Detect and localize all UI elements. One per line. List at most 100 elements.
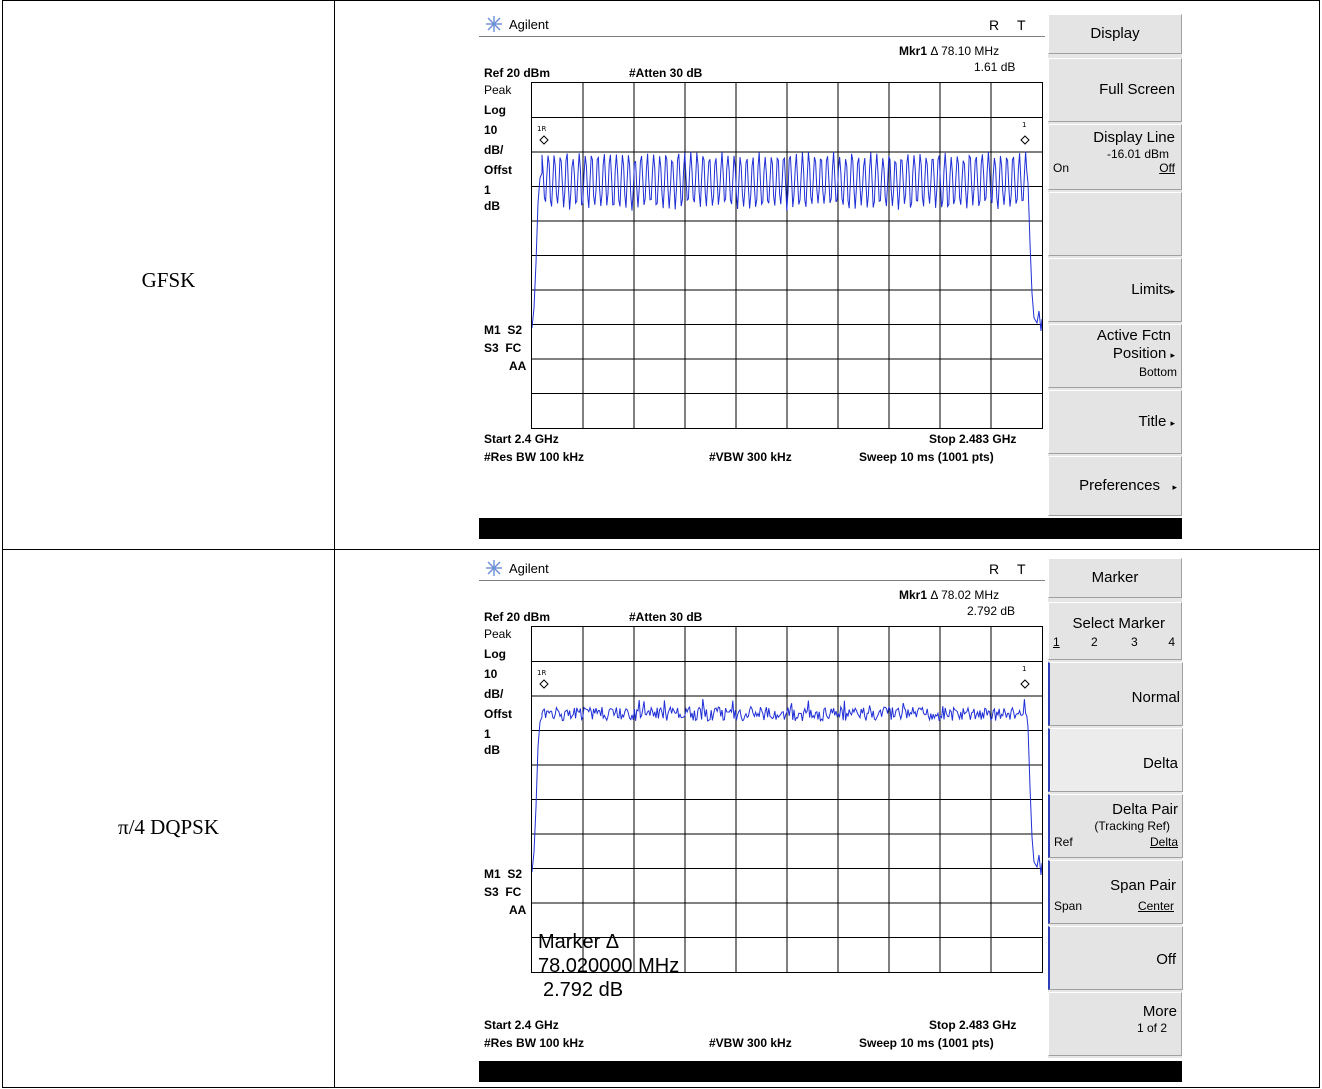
- limits-button[interactable]: Limits▸: [1048, 258, 1182, 322]
- table-border-left: [2, 0, 3, 1088]
- ref-level: Ref 20 dBm: [484, 610, 551, 624]
- marker-diamond: [1020, 679, 1030, 689]
- modulation-label-dqpsk: π/4 DQPSK: [117, 815, 220, 839]
- table-border-bottom: [2, 1087, 1320, 1088]
- side-label: 1: [484, 183, 491, 197]
- side-label: 1: [484, 727, 491, 741]
- sweep: Sweep 10 ms (1001 pts): [859, 450, 994, 464]
- status-r: R: [989, 561, 1000, 577]
- arrow-right-icon: ▸: [1170, 286, 1175, 296]
- marker-4-option[interactable]: 4: [1168, 635, 1175, 649]
- active-fctn-position-button[interactable]: Active Fctn Position ▸ Bottom: [1048, 324, 1182, 388]
- spectrum-analyzer-gfsk: Agilent R T Mkr1 Δ 78.10 MHz 1.61 dB Ref…: [479, 14, 1182, 542]
- title-button[interactable]: Title ▸: [1048, 390, 1182, 454]
- softkey-panel: Marker Select Marker 1 2 3 4 Normal Delt…: [1048, 558, 1183, 1058]
- marker-value: 2.792 dB: [967, 604, 1016, 618]
- status-bar: [479, 1061, 1182, 1082]
- delta-pair-button[interactable]: Delta Pair (Tracking Ref) Ref Delta: [1048, 794, 1183, 858]
- marker-overlay-title: Marker Δ: [538, 931, 620, 953]
- start-freq: Start 2.4 GHz: [484, 432, 559, 446]
- flag: M1 S2: [484, 867, 523, 881]
- table-border-mid: [2, 549, 1320, 550]
- title-bar: Agilent R T: [479, 14, 1045, 37]
- marker-readout: Mkr1 Δ 78.02 MHz: [899, 588, 1000, 602]
- table-border-col: [334, 0, 335, 1088]
- stop-freq: Stop 2.483 GHz: [929, 1018, 1017, 1032]
- flag: S3 FC: [484, 885, 522, 899]
- ref-level: Ref 20 dBm: [484, 66, 551, 80]
- res-bw: #Res BW 100 kHz: [484, 1036, 585, 1050]
- marker-value: 1.61 dB: [974, 60, 1016, 74]
- sweep: Sweep 10 ms (1001 pts): [859, 1036, 994, 1050]
- delta-button[interactable]: Delta: [1048, 728, 1183, 792]
- brand-name: Agilent: [509, 17, 549, 32]
- start-freq: Start 2.4 GHz: [484, 1018, 559, 1032]
- spectrum-trace: [532, 151, 1042, 332]
- side-label: Offst: [484, 163, 512, 177]
- marker-readout: Mkr1 Δ 78.10 MHz: [899, 44, 1000, 58]
- full-screen-button[interactable]: Full Screen: [1048, 58, 1182, 122]
- agilent-logo-icon: [486, 16, 502, 32]
- span-pair-button[interactable]: Span Pair Span Center: [1048, 860, 1183, 924]
- marker-label: 1: [1022, 121, 1026, 129]
- attenuation: #Atten 30 dB: [629, 610, 703, 624]
- status-r: R: [989, 17, 1000, 33]
- side-label: Peak: [484, 83, 512, 97]
- table-border-top: [2, 0, 1320, 1]
- side-label: 10: [484, 123, 498, 137]
- side-label: dB: [484, 199, 500, 213]
- status-bar: [479, 518, 1182, 539]
- softkey-panel: Display Full Screen Display Line -16.01 …: [1048, 14, 1182, 516]
- status-t: T: [1017, 561, 1026, 577]
- side-label: dB/: [484, 687, 504, 701]
- marker-label: 1: [1022, 665, 1026, 673]
- trace-svg: 1R 1: [532, 627, 1042, 972]
- table-border-right: [1319, 0, 1320, 1088]
- modulation-label-gfsk: GFSK: [141, 268, 196, 292]
- side-label: Log: [484, 647, 506, 661]
- marker-diamond: [1020, 135, 1030, 145]
- vbw: #VBW 300 kHz: [709, 1036, 792, 1050]
- title-bar: Agilent R T: [479, 558, 1045, 581]
- arrow-right-icon: ▸: [1170, 350, 1175, 360]
- arrow-right-icon: ▸: [1170, 418, 1175, 428]
- more-button[interactable]: More 1 of 2: [1048, 992, 1182, 1056]
- side-label: dB: [484, 743, 500, 757]
- flag: M1 S2: [484, 323, 523, 337]
- marker-3-option[interactable]: 3: [1131, 635, 1138, 649]
- spectrum-trace: [532, 698, 1042, 876]
- agilent-logo-icon: [486, 560, 502, 576]
- marker-overlay-value: 2.792 dB: [543, 979, 624, 1001]
- softkey-blank: [1048, 192, 1182, 256]
- side-label: Peak: [484, 627, 512, 641]
- stop-freq: Stop 2.483 GHz: [929, 432, 1017, 446]
- side-label: dB/: [484, 143, 504, 157]
- flag: S3 FC: [484, 341, 522, 355]
- marker-2-option[interactable]: 2: [1091, 635, 1098, 649]
- preferences-button[interactable]: Preferences ▸: [1048, 456, 1182, 516]
- side-label: Offst: [484, 707, 512, 721]
- flag: AA: [509, 359, 527, 373]
- brand-name: Agilent: [509, 561, 549, 576]
- vbw: #VBW 300 kHz: [709, 450, 792, 464]
- arrow-right-icon: ▸: [1172, 482, 1177, 492]
- marker-1-option[interactable]: 1: [1053, 635, 1060, 649]
- softkey-marker-title: Marker: [1048, 558, 1182, 598]
- marker-ref-label: 1R: [537, 125, 546, 133]
- side-label: Log: [484, 103, 506, 117]
- normal-button[interactable]: Normal: [1048, 662, 1183, 726]
- marker-ref-diamond: [539, 135, 549, 145]
- trace-graph: 1R 1 Marker Δ 78.020000 MHz: [531, 626, 1043, 977]
- marker-ref-diamond: [539, 679, 549, 689]
- marker-ref-label: 1R: [537, 669, 546, 677]
- status-t: T: [1017, 17, 1026, 33]
- side-label: 10: [484, 667, 498, 681]
- marker-overlay-freq: 78.020000 MHz: [538, 955, 680, 977]
- trace-graph: 1R 1: [531, 82, 1043, 429]
- display-line-button[interactable]: Display Line -16.01 dBm On Off: [1048, 124, 1182, 190]
- trace-svg: 1R 1: [532, 83, 1042, 428]
- spectrum-analyzer-dqpsk: Agilent R T Mkr1 Δ 78.02 MHz 2.792 dB Re…: [479, 558, 1183, 1084]
- softkey-display-title: Display: [1048, 14, 1182, 54]
- off-button[interactable]: Off: [1048, 926, 1183, 990]
- select-marker-button[interactable]: Select Marker 1 2 3 4: [1048, 602, 1182, 660]
